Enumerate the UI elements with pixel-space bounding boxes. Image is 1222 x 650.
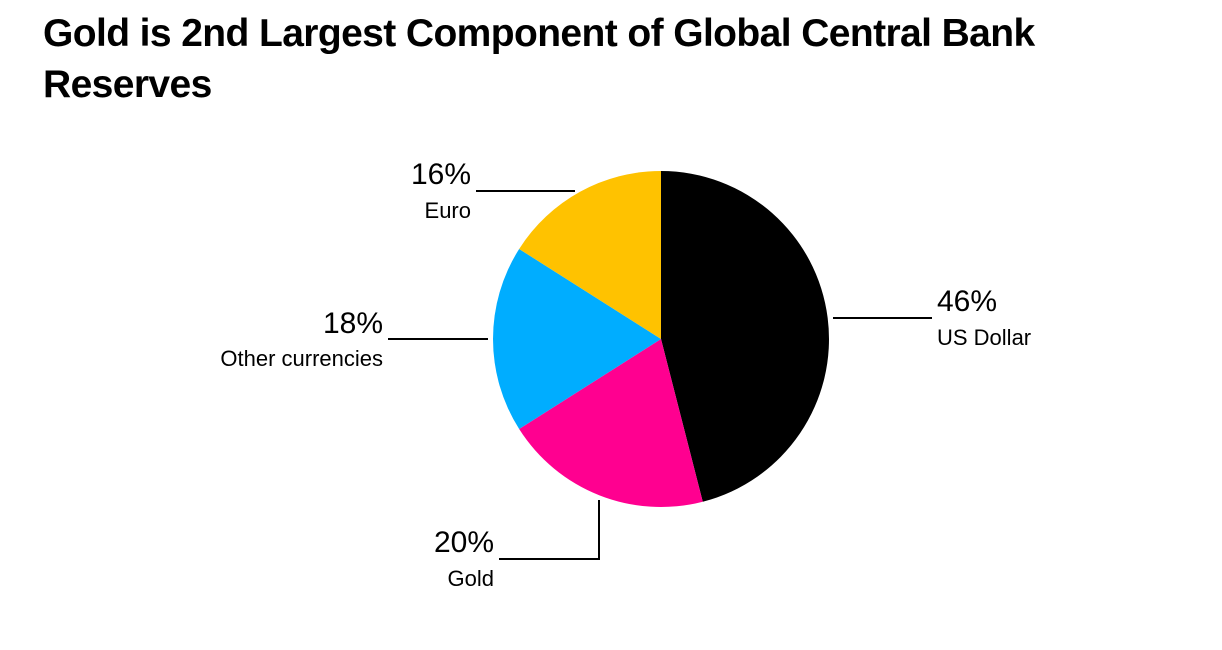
other-currencies-percent: 18% (323, 307, 383, 340)
pie-slice-us-dollar (661, 171, 830, 502)
leader-line-gold (499, 500, 600, 560)
leader-lines (388, 190, 932, 560)
us-dollar-percent: 46% (937, 285, 997, 318)
euro-percent: 16% (411, 158, 471, 191)
pie-slice-other-currencies (493, 248, 661, 430)
other-currencies-label: Other currencies (220, 346, 383, 371)
gold-percent: 20% (434, 526, 494, 559)
pie-slice-gold (519, 339, 703, 507)
gold-label: Gold (448, 566, 494, 591)
euro-label: Euro (425, 198, 471, 223)
us-dollar-label: US Dollar (937, 325, 1031, 350)
pie-slice-euro (519, 171, 661, 339)
chart-title: Gold is 2nd Largest Component of Global … (43, 12, 1035, 106)
pie-slices (493, 171, 830, 507)
